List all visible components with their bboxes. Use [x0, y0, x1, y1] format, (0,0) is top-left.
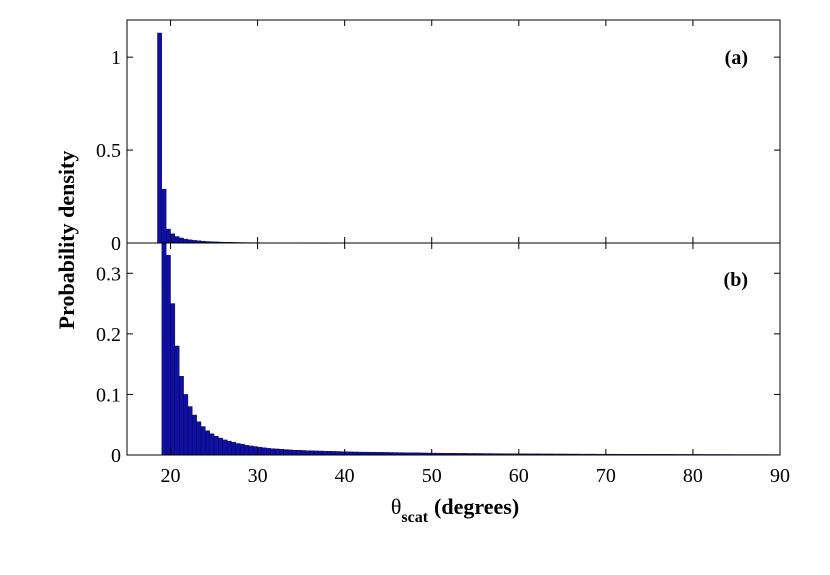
panel-a-ticks: 00.51 — [96, 20, 781, 255]
x-tick-label: 90 — [770, 465, 790, 487]
panel-b-bar — [244, 445, 250, 456]
panel-b-bar — [300, 450, 306, 456]
panel-a-bar — [165, 228, 171, 244]
panel-b-bar — [318, 450, 324, 456]
panel-b-y-tick-label: 0.1 — [96, 384, 121, 406]
panel-b-bar — [161, 242, 167, 456]
panel-a-bar — [157, 32, 163, 244]
panel-b-bar — [200, 426, 206, 456]
panel-b-bar — [327, 451, 332, 456]
panel-b-bar — [196, 421, 202, 456]
panel-b-bar — [218, 437, 223, 456]
x-tick-label: 50 — [422, 465, 442, 487]
panel-b-bar — [266, 448, 271, 456]
panel-a-bar — [179, 237, 184, 244]
panel-b-bar — [248, 445, 254, 456]
panel-a-label: (a) — [725, 47, 748, 69]
panel-b-bar — [340, 451, 345, 456]
panel-b-y-tick-label: 0.3 — [96, 263, 121, 285]
panel-b-bar — [213, 436, 219, 456]
x-axis-title-units: (degrees) — [434, 494, 519, 519]
panel-a-bar — [183, 238, 189, 244]
panel-b-bar — [287, 449, 293, 456]
panel-b-bar — [313, 450, 319, 456]
panel-b-bar — [226, 440, 232, 456]
y-axis-title: Probability density — [54, 151, 79, 330]
panel-a-y-tick-label: 0.5 — [96, 140, 121, 162]
panel-a-bar — [170, 233, 176, 244]
panel-a-bar — [161, 188, 167, 244]
panel-b-bar — [222, 439, 228, 456]
x-tick-label: 80 — [683, 465, 703, 487]
x-axis-title-symbol: θ — [391, 494, 402, 519]
panel-b-bar — [261, 447, 267, 456]
panel-b-ticks: 0 0.1 0.2 0.3 20 30 40 50 60 70 80 90 — [96, 243, 790, 487]
x-tick-label: 70 — [596, 465, 616, 487]
panel-b-bar — [253, 446, 258, 456]
panel-b-bar — [205, 430, 210, 456]
panel-b-bar — [165, 254, 171, 456]
panel-b-frame — [126, 242, 781, 456]
panel-a-bars — [157, 32, 332, 244]
panel-b-y-tick-label: 0 — [111, 445, 121, 467]
panel-b-bar — [192, 414, 197, 456]
panel-a-frame — [126, 19, 781, 244]
panel-b-bar — [179, 376, 184, 456]
panel-b: 0 0.1 0.2 0.3 20 30 40 50 60 70 80 90 (b) — [96, 242, 790, 487]
panel-b-bar — [270, 448, 276, 456]
x-tick-label: 40 — [335, 465, 355, 487]
panel-b-bars — [161, 242, 781, 456]
x-tick-label: 60 — [509, 465, 529, 487]
panel-b-y-tick-label: 0.2 — [96, 324, 121, 346]
panel-b-bar — [231, 442, 237, 456]
panel-b-bar — [209, 433, 215, 456]
panel-b-bar — [309, 450, 315, 456]
panel-a-y-tick-label: 1 — [111, 47, 121, 69]
panel-b-bar — [257, 446, 263, 456]
panel-b-bar — [279, 449, 284, 456]
panel-b-bar — [335, 451, 341, 456]
x-tick-label: 20 — [161, 465, 181, 487]
panel-b-bar — [174, 345, 180, 456]
panel-a-bar — [174, 236, 180, 244]
panel-b-bar — [235, 443, 241, 456]
panel-b-bar — [183, 394, 189, 456]
panel-b-label: (b) — [724, 269, 748, 291]
panel-a-y-tick-label: 0 — [111, 233, 121, 255]
panel-b-bar — [274, 448, 280, 456]
panel-b-bar — [331, 451, 337, 456]
x-tick-label: 30 — [248, 465, 268, 487]
panel-b-bar — [305, 450, 311, 456]
x-axis-title-subscript: scat — [401, 509, 428, 526]
panel-a: 00.51 (a) — [96, 19, 781, 255]
panel-b-bar — [292, 449, 297, 456]
panel-b-bar — [296, 450, 302, 456]
panel-b-bar — [187, 406, 193, 456]
panel-b-bar — [283, 449, 289, 456]
panel-b-bar — [322, 450, 328, 456]
panel-b-bar — [239, 443, 245, 456]
panel-b-bar — [170, 303, 176, 456]
x-axis-title: θscat (degrees) — [391, 494, 519, 526]
